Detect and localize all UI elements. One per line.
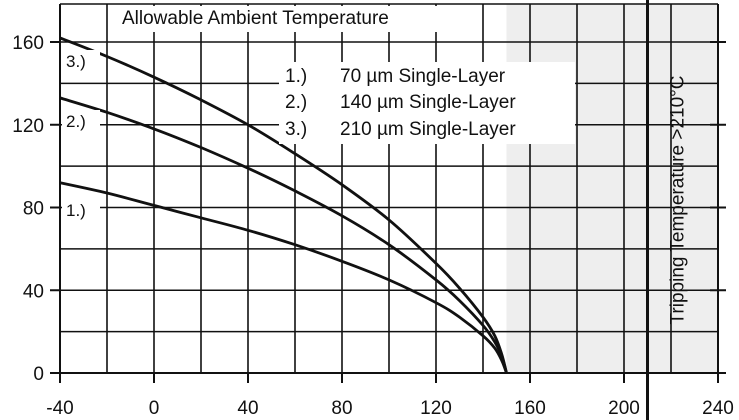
x-tick-label: -40 (46, 398, 73, 419)
x-tick-label: 240 (702, 398, 734, 419)
y-tick-label: 40 (23, 281, 44, 302)
legend-background (279, 62, 575, 144)
x-tick-label: 160 (514, 398, 546, 419)
series-1-line (59, 181, 508, 374)
series-3-line (59, 36, 508, 374)
curve-label-1: 1.) (66, 201, 86, 220)
x-tick-label: 200 (608, 398, 640, 419)
y-tick-label: 80 (23, 199, 44, 220)
grid (50, 3, 726, 383)
tripping-temperature-label: Tripping Temperature >210°C (668, 76, 689, 325)
x-tick-label: 0 (149, 398, 160, 419)
x-tick-label: 80 (331, 398, 352, 419)
legend-text-3: 210 µm Single-Layer (340, 119, 516, 140)
curve-label-2: 2.) (66, 112, 86, 131)
y-tick-label: 160 (12, 33, 44, 54)
x-tick-label: 120 (420, 398, 452, 419)
title-background (115, 6, 477, 32)
curve-labels: 1.) 2.) 3.) (62, 50, 100, 221)
legend-key-3: 3.) (285, 119, 307, 140)
chart-title: Allowable Ambient Temperature (122, 8, 389, 29)
y-tick-label: 120 (12, 116, 44, 137)
curve-label-bg (62, 199, 100, 221)
legend-text-2: 140 µm Single-Layer (340, 92, 516, 113)
series-2-line (59, 96, 508, 374)
curve-label-bg (62, 110, 100, 132)
legend-key-2: 2.) (285, 92, 307, 113)
legend-key-1: 1.) (285, 66, 307, 87)
legend-text-1: 70 µm Single-Layer (340, 66, 506, 87)
curves (59, 36, 508, 374)
x-tick-label: 40 (237, 398, 258, 419)
y-tick-label: 0 (33, 364, 44, 385)
curve-label-3: 3.) (66, 52, 86, 71)
curve-label-bg (62, 50, 100, 72)
legend: 1.) 70 µm Single-Layer 2.) 140 µm Single… (285, 66, 516, 140)
